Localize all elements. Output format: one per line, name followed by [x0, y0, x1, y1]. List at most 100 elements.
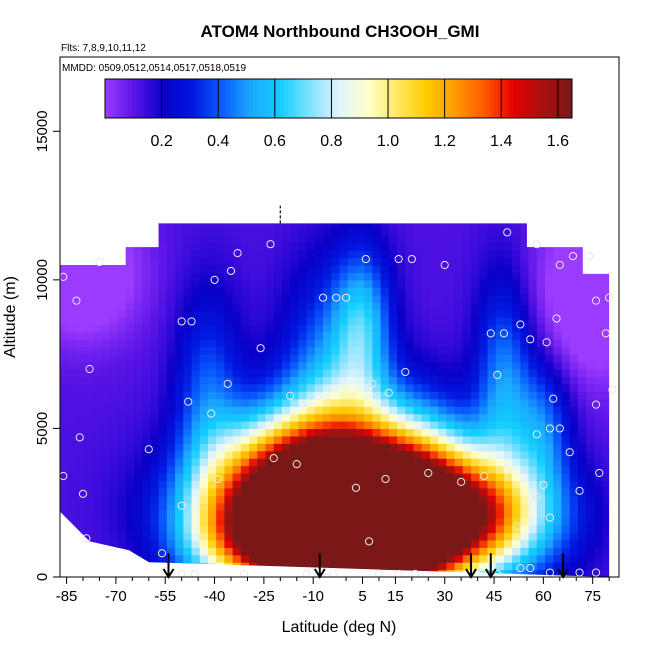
heatmap-cell — [397, 480, 406, 489]
heatmap-cell — [117, 324, 127, 333]
heatmap-cell — [273, 495, 283, 504]
heatmap-cell — [388, 458, 398, 467]
heatmap-cell — [142, 339, 152, 348]
sample-point — [177, 501, 186, 510]
heatmap-cell — [158, 465, 168, 474]
heatmap-cell — [429, 242, 439, 251]
heatmap-cell — [323, 547, 332, 556]
heatmap-cell — [339, 525, 349, 534]
heatmap-cell — [405, 235, 415, 244]
heatmap-cell — [388, 465, 398, 474]
heatmap-cell — [380, 465, 390, 474]
sample-point — [157, 549, 167, 558]
heatmap-cell — [413, 369, 423, 378]
heatmap-cell — [586, 361, 595, 370]
heatmap-cell — [495, 554, 505, 563]
heatmap-cell — [454, 406, 464, 415]
heatmap-cell — [249, 517, 258, 526]
heatmap-cell — [207, 391, 217, 400]
heatmap-cell — [125, 539, 135, 548]
sample-point — [240, 569, 249, 577]
heatmap-cell — [372, 324, 382, 333]
heatmap-cell — [166, 383, 176, 392]
heatmap-cell — [109, 339, 119, 348]
heatmap-cell — [479, 369, 489, 378]
sample-point — [292, 459, 301, 469]
heatmap-cell — [290, 369, 299, 378]
heatmap-cell — [314, 502, 324, 511]
heatmap-cell — [265, 510, 275, 519]
heatmap-cell — [553, 473, 563, 482]
colorbar-cell — [385, 79, 390, 118]
heatmap-cell — [68, 279, 78, 288]
heatmap-cell — [364, 383, 373, 392]
heatmap-cell — [166, 435, 176, 444]
heatmap-cell — [487, 547, 497, 556]
heatmap-cell — [117, 502, 127, 511]
heatmap-cell — [429, 569, 439, 577]
heatmap-cell — [536, 242, 546, 251]
heatmap-cell — [199, 272, 209, 281]
heatmap-cell — [495, 502, 505, 511]
heatmap-cell — [421, 383, 431, 392]
heatmap-cell — [372, 413, 382, 422]
heatmap-cell — [216, 495, 226, 504]
heatmap-cell — [84, 465, 94, 474]
heatmap-cell — [232, 279, 242, 288]
heatmap-cell — [586, 265, 595, 274]
heatmap-cell — [68, 569, 78, 577]
heatmap-cell — [92, 376, 102, 385]
heatmap-cell — [142, 279, 152, 288]
heatmap-cell — [101, 376, 110, 385]
heatmap-cell — [553, 569, 563, 577]
heatmap-cell — [545, 317, 554, 326]
heatmap-cell — [446, 398, 456, 407]
heatmap-cell — [273, 257, 283, 266]
heatmap-cell — [528, 473, 538, 482]
heatmap-cell — [405, 480, 415, 489]
heatmap-cell — [372, 428, 382, 437]
heatmap-cell — [495, 227, 505, 236]
heatmap-cell — [306, 302, 316, 311]
heatmap-cell — [199, 406, 209, 415]
heatmap-cell — [92, 294, 102, 303]
sample-point — [526, 563, 535, 573]
heatmap-cell — [397, 443, 406, 452]
heatmap-cell — [364, 487, 373, 496]
heatmap-cell — [183, 242, 193, 251]
heatmap-cell — [438, 324, 447, 333]
heatmap-cell — [569, 480, 579, 489]
heatmap-cell — [133, 339, 143, 348]
heatmap-cell — [224, 443, 234, 452]
heatmap-cell — [101, 354, 110, 363]
heatmap-cell — [536, 369, 546, 378]
heatmap-cell — [577, 413, 587, 422]
colorbar-cell — [233, 79, 238, 118]
heatmap-cell — [240, 532, 250, 541]
heatmap-cell — [536, 324, 546, 333]
heatmap-cell — [68, 242, 78, 251]
heatmap-cell — [166, 287, 176, 296]
colorbar-tick-label: 1.0 — [377, 133, 399, 150]
heatmap-cell — [561, 450, 571, 459]
heatmap-cell — [273, 517, 283, 526]
heatmap-cell — [421, 339, 431, 348]
heatmap-cell — [454, 317, 464, 326]
heatmap-cell — [462, 532, 472, 541]
heatmap-cell — [569, 547, 579, 556]
heatmap-cell — [306, 428, 316, 437]
heatmap-cell — [545, 294, 554, 303]
heatmap-cell — [602, 227, 610, 236]
heatmap-cell — [454, 309, 464, 318]
heatmap-cell — [109, 302, 119, 311]
heatmap-cell — [553, 502, 563, 511]
heatmap-cell — [495, 324, 505, 333]
heatmap-cell — [191, 532, 201, 541]
heatmap-cell — [109, 517, 119, 526]
heatmap-cell — [429, 250, 439, 259]
heatmap-cell — [454, 354, 464, 363]
heatmap-cell — [133, 391, 143, 400]
heatmap-cell — [125, 346, 135, 355]
heatmap-cell — [257, 242, 267, 251]
heatmap-cell — [347, 287, 357, 296]
